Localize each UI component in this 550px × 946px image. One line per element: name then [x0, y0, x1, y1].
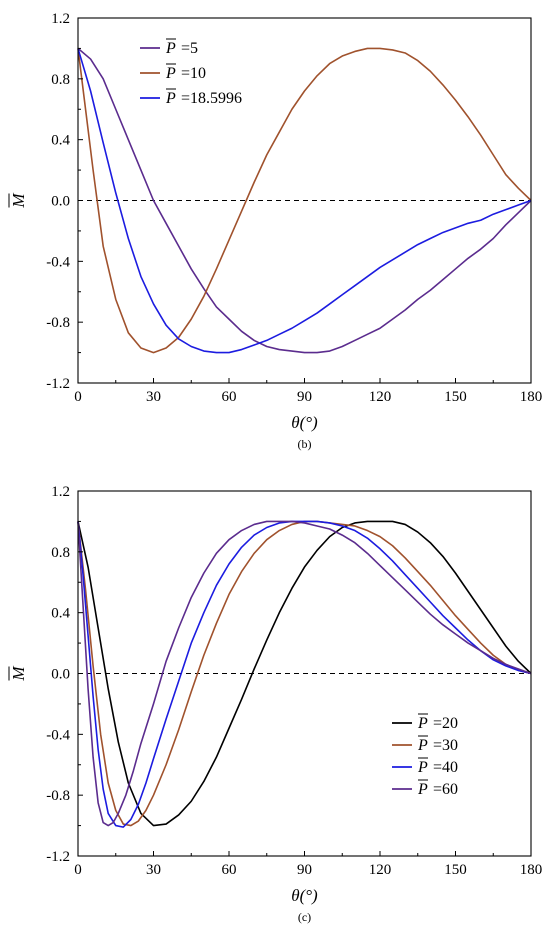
x-tick-label: 90 [297, 862, 312, 878]
y-axis-label: M [9, 193, 28, 209]
legend-variable: P [165, 40, 176, 57]
y-tick-label: 0.8 [51, 72, 70, 88]
legend-variable: P [417, 737, 428, 754]
x-tick-label: 0 [74, 389, 82, 405]
x-tick-label: 180 [520, 389, 543, 405]
series-line-3 [77, 520, 532, 827]
y-tick-label: 0.0 [51, 194, 70, 210]
legend-value: =40 [433, 759, 458, 776]
x-tick-label: 120 [369, 862, 392, 878]
y-tick-label: -0.8 [46, 315, 70, 331]
x-tick-label: 60 [222, 389, 237, 405]
y-axis-label-group: M [8, 193, 28, 209]
y-tick-label: 0.0 [51, 667, 70, 683]
x-tick-label: 0 [74, 862, 82, 878]
y-tick-label: 0.4 [51, 606, 70, 622]
panel-label: (b) [298, 437, 312, 451]
x-tick-label: 180 [520, 862, 543, 878]
x-tick-label: 120 [369, 389, 392, 405]
x-tick-label: 30 [146, 389, 161, 405]
legend-value: =5 [181, 40, 198, 57]
chart-panel-b: 0 30 60 90 120 150 180 -1.2 -0.8 -0.4 0.0 0.4 0.8 1.2… [8, 11, 543, 451]
x-tick-label: 150 [444, 862, 467, 878]
x-axis-label: θ(°) [291, 886, 318, 905]
y-axis-label-group: M [8, 666, 28, 682]
legend-value: =18.5996 [181, 90, 242, 107]
y-tick-label: -1.2 [46, 849, 70, 865]
y-tick-label: -1.2 [46, 376, 70, 392]
chart-panel-c: 0 30 60 90 120 150 180 -1.2 -0.8 -0.4 0.0 0.4 0.8 1.2… [8, 484, 543, 924]
legend-variable: P [165, 90, 176, 107]
legend-value: =10 [181, 65, 206, 82]
x-tick-label: 30 [146, 862, 161, 878]
legend-value: =60 [433, 781, 458, 798]
series-line-1 [77, 520, 532, 827]
y-axis-label: M [9, 666, 28, 682]
series-line-2 [77, 48, 532, 354]
y-tick-label: -0.4 [46, 727, 70, 743]
series-line-2 [77, 520, 532, 828]
x-axis-label: θ(°) [291, 413, 318, 432]
y-tick-label: 1.2 [51, 484, 70, 500]
legend-variable: P [165, 65, 176, 82]
y-tick-label: 1.2 [51, 11, 70, 27]
x-tick-label: 150 [444, 389, 467, 405]
y-tick-label: 0.4 [51, 133, 70, 149]
legend-variable: P [417, 781, 428, 798]
legend-variable: P [417, 759, 428, 776]
series-line-0 [77, 47, 532, 354]
x-tick-label: 60 [222, 862, 237, 878]
legend-variable: P [417, 715, 428, 732]
panel-label: (c) [298, 910, 311, 924]
legend: P =5 P =10 P =18.5996 [140, 38, 242, 107]
series-line-1 [77, 47, 532, 354]
y-tick-label: 0.8 [51, 545, 70, 561]
y-tick-label: -0.8 [46, 788, 70, 804]
legend: P =20 P =30 P =40 P =60 [392, 713, 458, 798]
x-tick-label: 90 [297, 389, 312, 405]
legend-value: =20 [433, 715, 458, 732]
y-tick-label: -0.4 [46, 254, 70, 270]
legend-value: =30 [433, 737, 458, 754]
